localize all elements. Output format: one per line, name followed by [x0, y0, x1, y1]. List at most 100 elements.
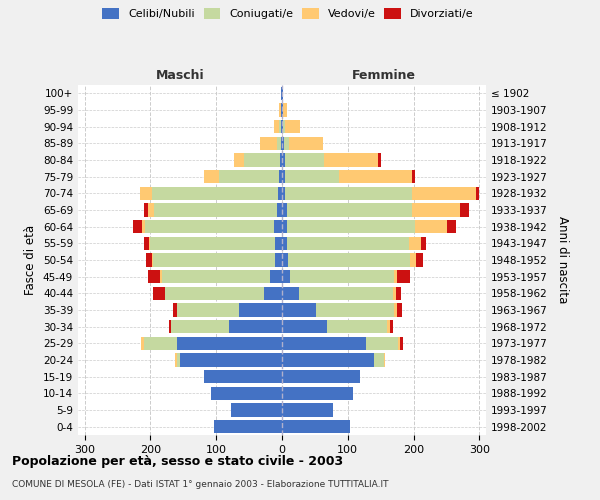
Bar: [284, 154, 324, 166]
Bar: [173, 304, 177, 316]
Bar: [289, 136, 323, 150]
Bar: [280, 120, 281, 134]
Bar: [281, 120, 282, 134]
Bar: [177, 336, 282, 350]
Bar: [316, 304, 394, 316]
Bar: [397, 270, 410, 283]
Bar: [280, 104, 281, 117]
Bar: [324, 154, 378, 166]
Bar: [275, 254, 282, 266]
Bar: [410, 254, 416, 266]
Bar: [327, 320, 387, 334]
Bar: [281, 104, 282, 117]
Bar: [394, 304, 397, 316]
Bar: [177, 304, 239, 316]
Bar: [290, 270, 394, 283]
Bar: [280, 154, 282, 166]
Bar: [421, 236, 426, 250]
Bar: [141, 336, 144, 350]
Text: Maschi: Maschi: [155, 68, 205, 82]
Bar: [282, 354, 374, 366]
Bar: [398, 336, 400, 350]
Bar: [283, 104, 287, 117]
Bar: [366, 336, 398, 350]
Bar: [144, 336, 177, 350]
Bar: [239, 304, 282, 316]
Bar: [282, 186, 285, 200]
Bar: [148, 270, 160, 283]
Bar: [284, 136, 289, 150]
Y-axis label: Fasce di età: Fasce di età: [25, 225, 37, 295]
Bar: [153, 286, 165, 300]
Bar: [180, 354, 282, 366]
Bar: [282, 154, 284, 166]
Bar: [172, 320, 229, 334]
Bar: [282, 286, 299, 300]
Bar: [412, 186, 476, 200]
Bar: [387, 320, 390, 334]
Bar: [446, 220, 456, 234]
Bar: [277, 204, 282, 216]
Bar: [281, 86, 282, 100]
Bar: [133, 220, 142, 234]
Bar: [219, 170, 280, 183]
Bar: [412, 170, 415, 183]
Bar: [169, 320, 172, 334]
Bar: [278, 186, 282, 200]
Bar: [284, 170, 338, 183]
Bar: [287, 236, 409, 250]
Bar: [140, 186, 152, 200]
Bar: [282, 270, 290, 283]
Bar: [281, 136, 282, 150]
Text: Femmine: Femmine: [352, 68, 416, 82]
Bar: [165, 286, 263, 300]
Bar: [283, 120, 285, 134]
Bar: [394, 270, 397, 283]
Text: COMUNE DI MESOLA (FE) - Dati ISTAT 1° gennaio 2003 - Elaborazione TUTTITALIA.IT: COMUNE DI MESOLA (FE) - Dati ISTAT 1° ge…: [12, 480, 389, 489]
Bar: [260, 136, 277, 150]
Bar: [234, 154, 244, 166]
Bar: [145, 220, 274, 234]
Bar: [378, 154, 381, 166]
Bar: [282, 320, 327, 334]
Text: Popolazione per età, sesso e stato civile - 2003: Popolazione per età, sesso e stato civil…: [12, 455, 343, 468]
Bar: [396, 286, 401, 300]
Bar: [154, 204, 277, 216]
Bar: [390, 320, 392, 334]
Bar: [299, 286, 393, 300]
Bar: [275, 236, 282, 250]
Bar: [152, 254, 153, 266]
Bar: [145, 204, 148, 216]
Bar: [282, 370, 359, 384]
Bar: [282, 420, 350, 434]
Bar: [280, 170, 282, 183]
Bar: [148, 204, 154, 216]
Bar: [374, 354, 384, 366]
Bar: [416, 254, 423, 266]
Bar: [282, 304, 316, 316]
Bar: [153, 254, 275, 266]
Bar: [152, 186, 278, 200]
Bar: [282, 236, 287, 250]
Bar: [149, 236, 151, 250]
Bar: [282, 386, 353, 400]
Bar: [400, 336, 403, 350]
Bar: [393, 286, 396, 300]
Bar: [161, 270, 270, 283]
Bar: [263, 286, 282, 300]
Bar: [214, 420, 282, 434]
Bar: [409, 236, 421, 250]
Bar: [282, 336, 366, 350]
Bar: [476, 186, 479, 200]
Bar: [282, 404, 334, 416]
Bar: [230, 404, 282, 416]
Bar: [282, 86, 283, 100]
Bar: [205, 170, 219, 183]
Bar: [175, 354, 178, 366]
Bar: [287, 220, 415, 234]
Bar: [338, 170, 412, 183]
Bar: [178, 354, 180, 366]
Bar: [282, 120, 283, 134]
Bar: [412, 204, 460, 216]
Bar: [144, 236, 149, 250]
